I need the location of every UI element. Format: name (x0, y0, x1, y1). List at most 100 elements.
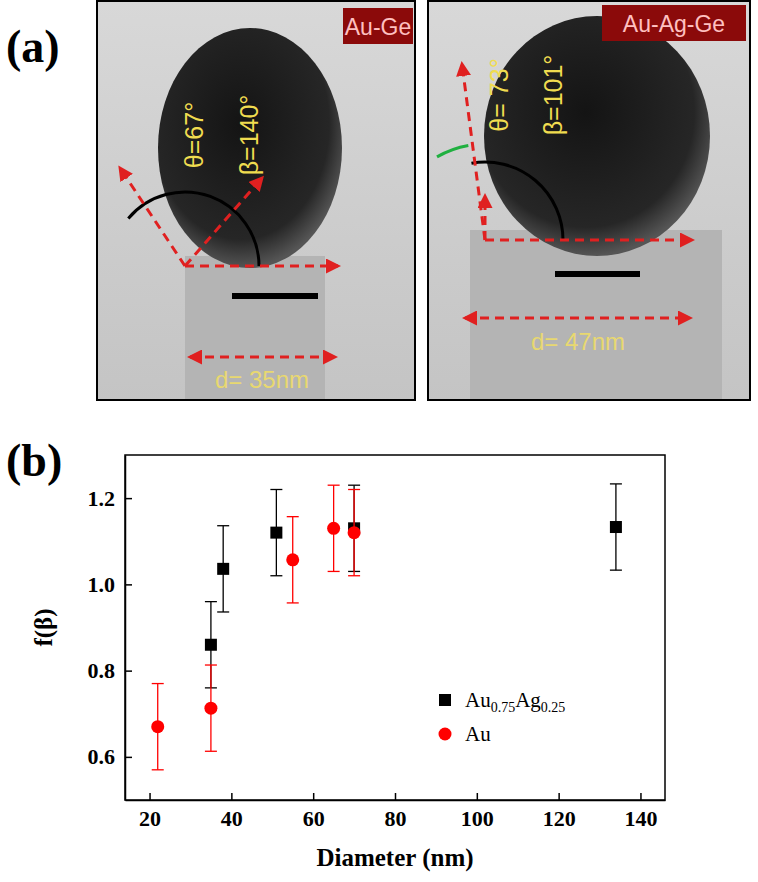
tick: 80 (385, 793, 407, 831)
data-point (270, 527, 282, 539)
error-bar-line (328, 485, 340, 486)
tick-label: 120 (543, 806, 576, 831)
error-bar (328, 485, 340, 571)
error-bar-line (152, 769, 164, 770)
axis-line (125, 456, 127, 801)
scale-bar (555, 271, 640, 277)
x-axis-title: Diameter (nm) (316, 844, 473, 872)
plot-frame (125, 455, 665, 800)
tick: 100 (461, 793, 494, 831)
error-bar (205, 665, 217, 751)
tem-image: Au-Ge θ=67° β=140° d= 35nm (97, 1, 415, 400)
angle-arrow (185, 265, 338, 268)
y-axis-title: f(β) (30, 608, 58, 646)
tick-mark (313, 793, 315, 800)
figure: (a)(b)Au-Geθ=67°β=140°d= 35nmAu-Ag-Geθ= … (0, 0, 758, 882)
label-box (343, 8, 413, 44)
error-bar-line (217, 611, 229, 612)
y-axis: 0.6 0.8 1.0 1.2 (88, 456, 133, 801)
error-bar-line (205, 664, 217, 665)
tick: 1.2 (88, 486, 133, 511)
tick-mark (125, 498, 132, 500)
tick: 0.8 (88, 658, 133, 683)
error-bar-line (270, 575, 282, 576)
error-bar-line (287, 602, 299, 603)
nanowire (185, 256, 325, 399)
tem-image: Au-Ag-Geθ= 73°β=101°d= 47nm (428, 1, 750, 400)
error-bar (610, 484, 622, 570)
data-point (204, 702, 217, 715)
theta-label: θ= 73° (485, 58, 513, 131)
angle-arrow (185, 178, 262, 266)
tick: 120 (543, 793, 576, 831)
tick-label: 60 (303, 806, 325, 831)
tick: 0.6 (88, 744, 133, 769)
image-label: Au-Ge (345, 14, 411, 40)
data-point (286, 553, 299, 566)
error-bar-line (205, 601, 217, 602)
error-bar-line (348, 489, 360, 490)
error-bar-line (217, 525, 229, 526)
data-point (151, 720, 164, 733)
tick-label: 1.0 (88, 572, 116, 597)
diameter-label: d= 47nm (531, 328, 625, 355)
angle-arc (471, 162, 563, 240)
error-bar (270, 490, 282, 576)
catalyst-droplet (484, 16, 710, 256)
tick: 40 (221, 793, 243, 831)
error-bar-line (287, 516, 299, 517)
error-bar (217, 526, 229, 612)
tick-label: 1.2 (88, 486, 116, 511)
x-axis: 20 40 60 80 100 120 140 (126, 793, 666, 831)
tick: 140 (624, 793, 657, 831)
tick-mark (395, 793, 397, 800)
tick-label: 0.6 (88, 744, 116, 769)
image-background (97, 1, 415, 400)
error-bar (287, 517, 299, 603)
error-bar (152, 684, 164, 770)
tick-mark (477, 793, 479, 800)
data-point (327, 522, 340, 535)
data-point (610, 521, 622, 533)
legend-label: Au0.75Ag0.25 (465, 688, 565, 715)
angle-arrow (484, 196, 487, 240)
angle-arc (437, 145, 468, 156)
tick-mark (558, 793, 560, 800)
beta-label: β=101° (539, 55, 567, 136)
error-bar-line (270, 489, 282, 490)
tick-label: 140 (624, 806, 657, 831)
error-bar-line (328, 571, 340, 572)
data-point (348, 526, 361, 539)
image-background (428, 1, 750, 400)
tick: 60 (303, 793, 325, 831)
diameter-arrow (190, 356, 335, 359)
angle-arrow (120, 168, 185, 266)
data-point (205, 639, 217, 651)
scale-bar (232, 293, 318, 299)
tick-mark (640, 793, 642, 800)
data-point (217, 563, 229, 575)
angle-arrow (485, 239, 692, 242)
tick: 1.0 (88, 572, 133, 597)
label-box (602, 5, 746, 41)
tick: 20 (139, 793, 161, 831)
tick-mark (231, 793, 233, 800)
legend-marker (439, 694, 451, 706)
error-bar-line (348, 485, 360, 486)
tick-label: 100 (461, 806, 494, 831)
legend: Au0.75Ag0.25 Au (439, 688, 566, 746)
theta-label: θ=67° (180, 102, 208, 168)
tick-mark (149, 793, 151, 800)
tick-mark (125, 757, 132, 759)
tick-mark (125, 670, 132, 672)
panel-label: (a) (6, 21, 60, 72)
beta-label: β=140° (235, 95, 263, 176)
angle-arrow (462, 64, 485, 240)
series (205, 484, 622, 688)
error-bar (348, 490, 360, 576)
tick-label: 0.8 (88, 658, 116, 683)
tick-label: 80 (385, 806, 407, 831)
legend-label: Au (465, 722, 491, 746)
plot-area (151, 484, 622, 770)
diameter-label: d= 35nm (215, 366, 309, 393)
